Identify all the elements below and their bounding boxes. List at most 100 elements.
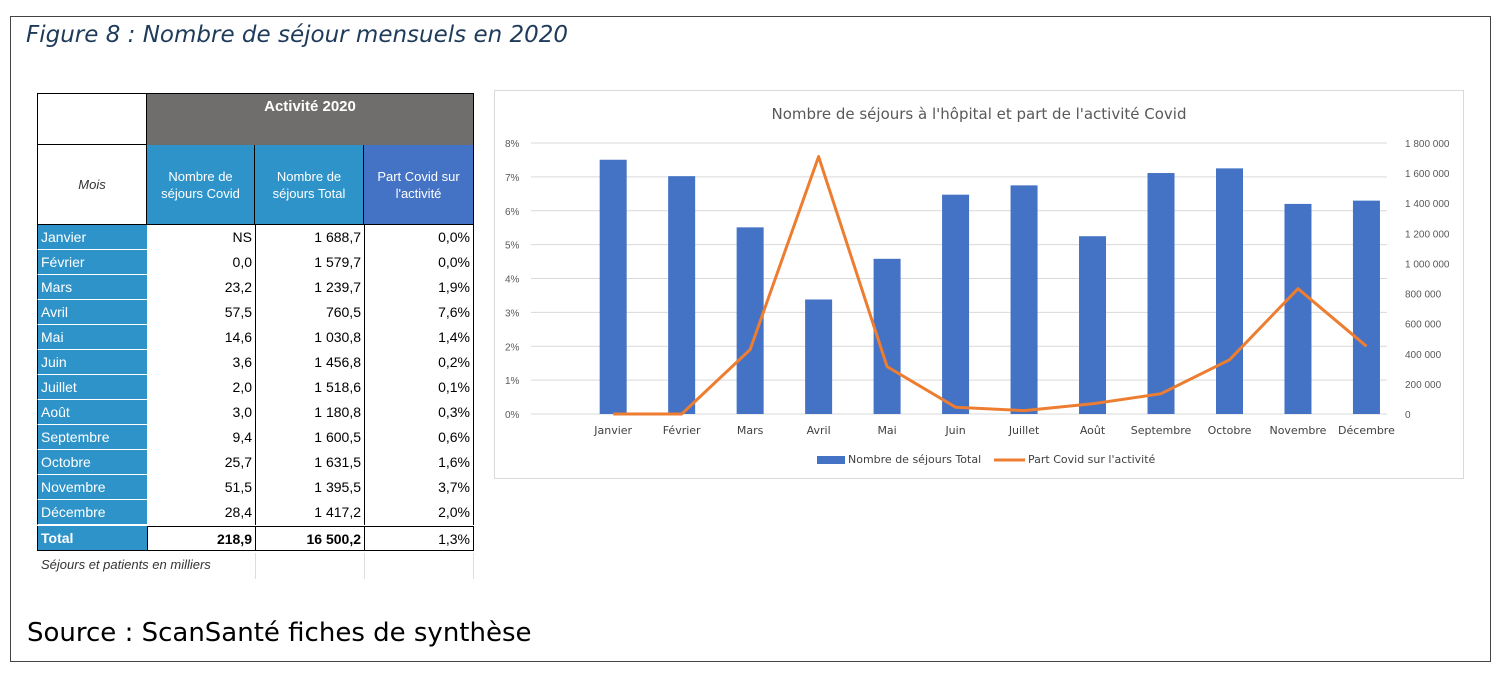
covid-cell: 3,6 <box>232 354 252 370</box>
table-row: Août 3,0 1 180,8 0,3% <box>37 400 474 425</box>
month-cell: Mars <box>37 275 147 300</box>
part-cell: 0,6% <box>364 425 474 450</box>
x-axis-label: Février <box>663 424 701 437</box>
table-row: Septembre 9,4 1 600,5 0,6% <box>37 425 474 450</box>
covid-cell: 0,0 <box>232 254 252 270</box>
x-axis-label: Avril <box>807 424 831 437</box>
x-axis-label: Décembre <box>1338 424 1395 437</box>
x-axis-label: Juin <box>944 424 965 437</box>
right-axis-tick: 200 000 <box>1405 380 1442 391</box>
part-cell: 0,0% <box>364 225 474 250</box>
right-axis-tick: 800 000 <box>1405 290 1442 301</box>
bar-12 <box>1352 200 1380 414</box>
month-cell: Décembre <box>37 500 147 525</box>
left-axis-tick: 7% <box>505 173 520 184</box>
x-axis-label: Août <box>1080 424 1106 437</box>
part-cell: 2,0% <box>364 500 474 525</box>
divider <box>255 553 256 579</box>
total-cell: 1 417,2 <box>255 500 364 525</box>
right-axis-tick: 1 200 000 <box>1405 229 1450 240</box>
table-row: Mai 14,6 1 030,8 1,4% <box>37 325 474 350</box>
total-cell: 1 688,7 <box>255 225 364 250</box>
table-row: Novembre 51,5 1 395,5 3,7% <box>37 475 474 500</box>
left-axis-tick: 0% <box>505 410 520 421</box>
legend-swatch-bars <box>817 456 845 464</box>
covid-share-line <box>613 155 1368 416</box>
month-cell: Octobre <box>37 450 147 475</box>
total-cell: 1 456,8 <box>255 350 364 375</box>
table-row: Juillet 2,0 1 518,6 0,1% <box>37 375 474 400</box>
part-cell: 0,3% <box>364 400 474 425</box>
table-total-row: Total 218,9 16 500,2 1,3% <box>37 526 474 551</box>
right-axis-tick: 600 000 <box>1405 320 1442 331</box>
right-axis-tick: 0 <box>1405 410 1411 421</box>
part-cell: 1,4% <box>364 325 474 350</box>
table-row: Avril 57,5 760,5 7,6% <box>37 300 474 325</box>
month-cell: Novembre <box>37 475 147 500</box>
total-cell: 1 631,5 <box>255 450 364 475</box>
month-cell: Janvier <box>37 225 147 250</box>
column-header-covid: Nombre de séjours Covid <box>147 145 255 225</box>
table-row: Mars 23,2 1 239,7 1,9% <box>37 275 474 300</box>
bar-2 <box>668 176 696 414</box>
part-cell: 1,6% <box>364 450 474 475</box>
part-cell: 7,6% <box>364 300 474 325</box>
covid-cell: 9,4 <box>232 429 252 445</box>
month-cell: Juin <box>37 350 147 375</box>
right-axis-tick: 400 000 <box>1405 350 1442 361</box>
right-axis-tick: 1 400 000 <box>1405 199 1450 210</box>
month-cell: Juillet <box>37 375 147 400</box>
covid-cell: 51,5 <box>224 479 252 495</box>
legend-label-bars: Nombre de séjours Total <box>848 453 981 466</box>
total-cell: 1 600,5 <box>255 425 364 450</box>
bar-7 <box>1010 185 1038 414</box>
total-cell: 1 518,6 <box>255 375 364 400</box>
total-covid: 218,9 <box>147 526 255 551</box>
total-part: 1,3% <box>364 526 474 551</box>
divider <box>364 553 365 579</box>
column-header-part: Part Covid sur l'activité <box>364 145 474 225</box>
month-cell: Août <box>37 400 147 425</box>
total-cell: 1 180,8 <box>255 400 364 425</box>
table-row: Janvier NS 1 688,7 0,0% <box>37 225 474 250</box>
table-corner <box>37 93 147 145</box>
figure-frame <box>10 16 1491 662</box>
combo-chart: Nombre de séjours à l'hôpital et part de… <box>505 105 1450 466</box>
x-axis-label: Octobre <box>1208 424 1252 437</box>
x-axis-label: Janvier <box>593 424 632 437</box>
left-axis-tick: 5% <box>505 241 520 252</box>
right-axis-tick: 1 000 000 <box>1405 259 1450 270</box>
month-cell: Mai <box>37 325 147 350</box>
x-axis-label: Juillet <box>1008 424 1040 437</box>
left-axis-tick: 3% <box>505 308 520 319</box>
left-axis-tick: 2% <box>505 342 520 353</box>
covid-cell: 28,4 <box>224 504 252 520</box>
table-row: Février 0,0 1 579,7 0,0% <box>37 250 474 275</box>
chart-title: Nombre de séjours à l'hôpital et part de… <box>771 105 1186 123</box>
covid-cell: 3,0 <box>232 404 252 420</box>
activity-header: Activité 2020 <box>147 93 474 145</box>
x-axis-label: Septembre <box>1131 424 1192 437</box>
covid-cell: 23,2 <box>224 279 252 295</box>
total-label: Total <box>37 526 147 551</box>
left-axis-tick: 1% <box>505 376 520 387</box>
total-cell: 1 030,8 <box>255 325 364 350</box>
left-axis-tick: 4% <box>505 275 520 286</box>
part-cell: 0,1% <box>364 375 474 400</box>
covid-cell: NS <box>232 229 252 245</box>
x-axis-label: Novembre <box>1269 424 1326 437</box>
right-axis-tick: 1 800 000 <box>1405 139 1450 150</box>
month-cell: Février <box>37 250 147 275</box>
chart-container: Nombre de séjours à l'hôpital et part de… <box>494 90 1464 479</box>
table-row: Juin 3,6 1 456,8 0,2% <box>37 350 474 375</box>
part-cell: 3,7% <box>364 475 474 500</box>
bar-11 <box>1284 203 1312 414</box>
table-row: Décembre 28,4 1 417,2 2,0% <box>37 500 474 525</box>
divider <box>473 553 474 579</box>
bar-8 <box>1079 236 1107 414</box>
figure-title: Figure 8 : Nombre de séjour mensuels en … <box>26 22 569 48</box>
column-header-mois: Mois <box>37 145 147 225</box>
bar-6 <box>942 194 970 414</box>
left-axis-tick: 8% <box>505 139 520 150</box>
total-cell: 760,5 <box>255 300 364 325</box>
